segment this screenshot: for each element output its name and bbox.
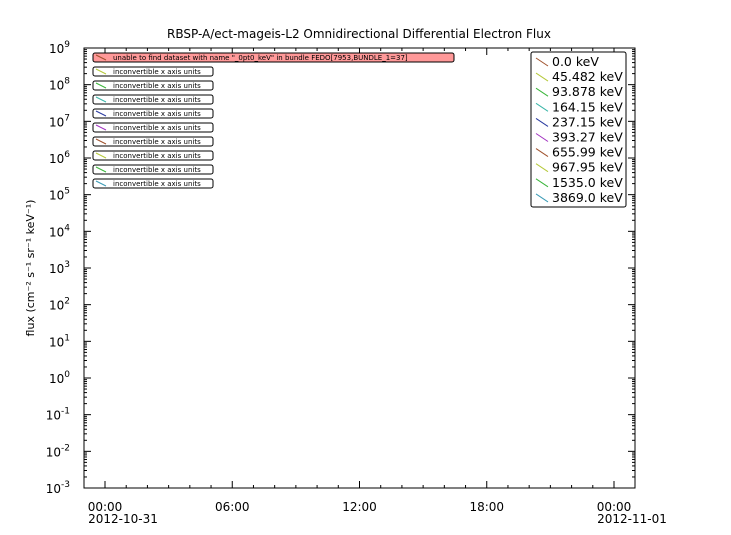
- message-swatch: [95, 82, 107, 89]
- x-tick-label: 12:00: [342, 500, 377, 514]
- warning-message: inconvertible x axis units: [92, 150, 214, 161]
- message-box: [92, 80, 214, 91]
- legend-entry: 237.15 keV: [535, 114, 623, 129]
- legend-entry: 967.95 keV: [535, 160, 623, 175]
- legend-label: 164.15 keV: [552, 99, 623, 114]
- message-text: inconvertible x axis units: [113, 124, 201, 132]
- message-box: [92, 122, 214, 133]
- legend-swatch: [535, 193, 549, 203]
- message-swatch: [95, 138, 107, 145]
- legend-swatch: [535, 87, 549, 97]
- warning-message: inconvertible x axis units: [92, 122, 214, 133]
- warning-message: inconvertible x axis units: [92, 164, 214, 175]
- x-tick-label: 06:00: [215, 500, 250, 514]
- legend-label: 3869.0 keV: [552, 190, 623, 205]
- message-swatch: [95, 110, 107, 117]
- y-axis: 10-3 10-2 10-1 100 101 102 103 104 105 106 107 108 1…: [46, 40, 635, 496]
- message-swatch: [95, 180, 107, 187]
- warning-message: inconvertible x axis units: [92, 66, 214, 77]
- message-text: inconvertible x axis units: [113, 96, 201, 104]
- legend-box: [530, 51, 627, 208]
- y-tick-label: 101: [49, 333, 70, 349]
- chart-title: RBSP-A/ect-mageis-L2 Omnidirectional Dif…: [167, 27, 551, 41]
- message-swatch: [95, 166, 107, 173]
- message-box: [92, 164, 214, 175]
- y-axis-label: flux (cm⁻² s⁻¹ sr⁻¹ keV⁻¹): [24, 200, 37, 337]
- legend-label: 237.15 keV: [552, 114, 623, 129]
- message-box: [92, 52, 455, 63]
- message-swatch: [95, 68, 107, 75]
- legend-entry: 3869.0 keV: [535, 190, 623, 205]
- legend-entry: 393.27 keV: [535, 130, 623, 145]
- error-message: unable to find dataset with name "_0pt0_…: [92, 52, 455, 63]
- legend-entry: 93.878 keV: [535, 84, 623, 99]
- x-tick-label: 00:00: [597, 500, 632, 514]
- legend-swatch: [535, 117, 549, 127]
- y-tick-label: 108: [49, 77, 70, 93]
- legend-entry: 0.0 keV: [535, 54, 599, 69]
- message-swatch: [95, 54, 107, 61]
- y-tick-label: 105: [49, 187, 70, 203]
- message-text: inconvertible x axis units: [113, 68, 201, 76]
- legend-label: 393.27 keV: [552, 130, 623, 145]
- legend-entry: 45.482 keV: [535, 69, 623, 84]
- legend-label: 655.99 keV: [552, 145, 623, 160]
- legend-label: 1535.0 keV: [552, 175, 623, 190]
- y-tick-label: 102: [49, 297, 70, 313]
- message-text: inconvertible x axis units: [113, 110, 201, 118]
- warning-message: inconvertible x axis units: [92, 80, 214, 91]
- legend-label: 93.878 keV: [552, 84, 623, 99]
- warning-message: inconvertible x axis units: [92, 94, 214, 105]
- y-tick-label: 10-1: [46, 407, 70, 423]
- x-tick-date: 2012-11-01: [597, 512, 667, 526]
- legend-label: 0.0 keV: [552, 54, 599, 69]
- y-tick-label: 10-3: [46, 480, 70, 496]
- y-tick-label: 106: [49, 150, 70, 166]
- legend-swatch: [535, 148, 549, 158]
- message-text: unable to find dataset with name "_0pt0_…: [113, 54, 408, 62]
- legend-swatch: [535, 133, 549, 142]
- legend-swatch: [535, 163, 549, 173]
- message-text: inconvertible x axis units: [113, 138, 201, 146]
- message-swatch: [95, 152, 107, 159]
- message-box: [92, 66, 214, 77]
- message-text: inconvertible x axis units: [113, 152, 201, 160]
- x-tick-date: 2012-10-31: [88, 512, 158, 526]
- legend-swatch: [535, 57, 549, 67]
- message-box: [92, 150, 214, 161]
- message-box: [92, 178, 214, 189]
- x-tick-label: 18:00: [469, 500, 504, 514]
- message-swatch: [95, 96, 107, 103]
- y-tick-label: 100: [49, 370, 70, 386]
- y-tick-label: 103: [49, 260, 70, 276]
- y-tick-label: 10-2: [46, 443, 70, 459]
- legend-swatch: [535, 102, 549, 112]
- message-box: [92, 108, 214, 119]
- message-swatch: [95, 124, 107, 131]
- legend-entry: 164.15 keV: [535, 99, 623, 114]
- legend-entry: 655.99 keV: [535, 145, 623, 160]
- warning-message: inconvertible x axis units: [92, 108, 214, 119]
- y-tick-label: 104: [49, 223, 70, 239]
- message-box: [92, 136, 214, 147]
- y-tick-label: 109: [49, 40, 70, 56]
- message-text: inconvertible x axis units: [113, 82, 201, 90]
- warning-message: inconvertible x axis units: [92, 178, 214, 189]
- y-tick-label: 107: [49, 113, 70, 129]
- message-box: [92, 94, 214, 105]
- message-text: inconvertible x axis units: [113, 166, 201, 174]
- x-tick-label: 00:00: [88, 500, 123, 514]
- legend-swatch: [535, 72, 549, 82]
- legend-swatch: [535, 178, 549, 188]
- error-messages: unable to find dataset with name "_0pt0_…: [92, 52, 455, 189]
- legend-label: 45.482 keV: [552, 69, 623, 84]
- legend-entry: 1535.0 keV: [535, 175, 623, 190]
- legend-label: 967.95 keV: [552, 160, 623, 175]
- warning-message: inconvertible x axis units: [92, 136, 214, 147]
- message-text: inconvertible x axis units: [113, 180, 201, 188]
